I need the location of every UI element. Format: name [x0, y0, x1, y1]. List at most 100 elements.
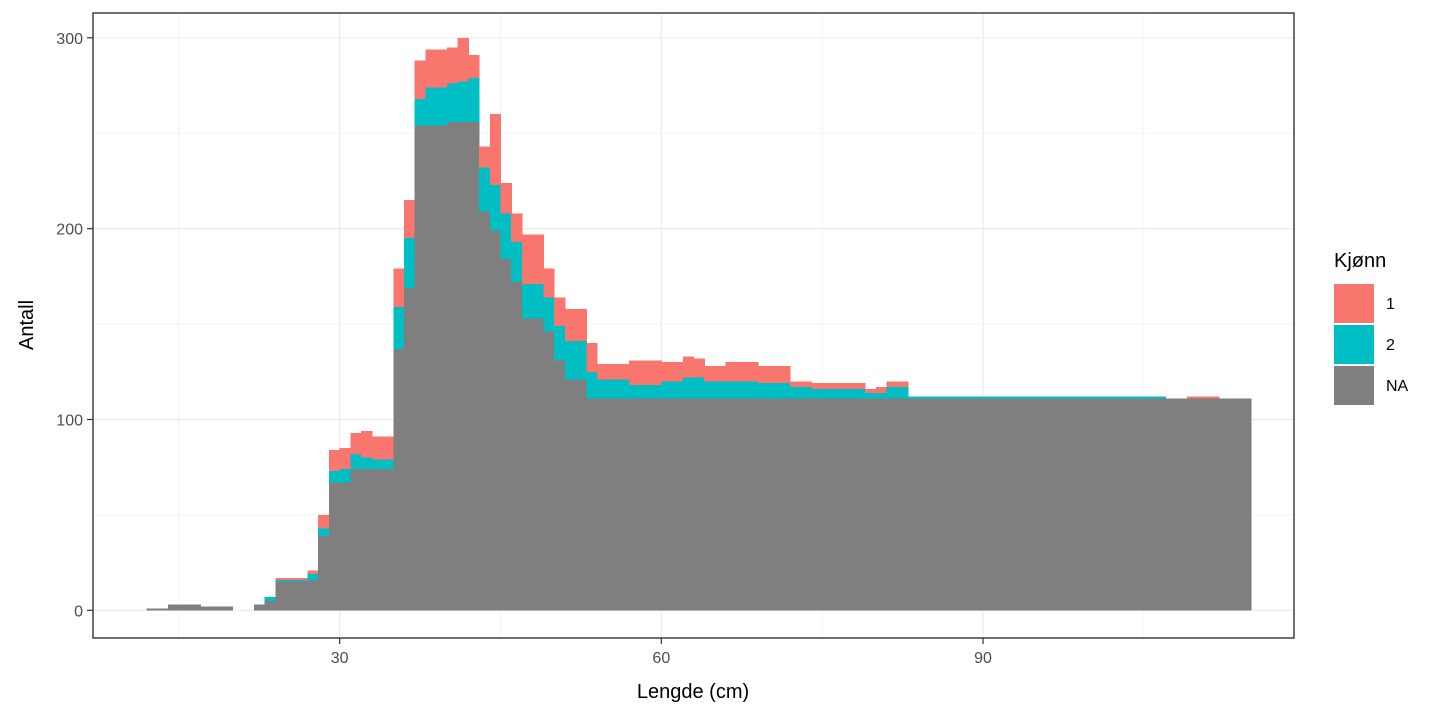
bar-segment-na: [1229, 398, 1241, 611]
bar-segment-na: [596, 398, 609, 611]
bar-segment-na: [661, 398, 673, 611]
bar-segment-2: [940, 396, 952, 399]
bar-segment-na: [940, 398, 952, 611]
bar-segment-2: [629, 385, 641, 399]
bar-segment-1: [286, 577, 298, 580]
bar-segment-1: [511, 213, 523, 243]
bar-segment-1: [629, 360, 641, 386]
bar-segment-1: [875, 387, 888, 393]
bar-segment-na: [1100, 398, 1113, 611]
bar-segment-1: [618, 364, 630, 380]
bar-segment-1: [639, 360, 652, 386]
bar-segment-na: [200, 606, 212, 611]
bar-segment-2: [1100, 396, 1113, 399]
bar-segment-na: [1068, 398, 1081, 611]
bar-segment-na: [672, 398, 684, 611]
bar-segment-1: [479, 146, 491, 168]
bar-segment-2: [983, 396, 995, 399]
bar-segment-na: [865, 398, 877, 611]
bar-segment-na: [725, 398, 737, 611]
bar-segment-2: [425, 87, 437, 126]
bar-segment-1: [886, 381, 898, 388]
legend-label: NA: [1386, 378, 1409, 395]
bar-segment-na: [586, 398, 598, 611]
bar-segment-1: [757, 366, 770, 384]
bar-segment-1: [468, 54, 480, 78]
bar-segment-1: [543, 268, 555, 298]
bar-segment-na: [414, 125, 427, 611]
bar-segment-na: [564, 379, 577, 611]
x-axis-title: Lengde (cm): [637, 681, 749, 703]
legend-key-1: [1334, 284, 1374, 323]
bar-segment-2: [511, 242, 523, 283]
legend-label: 2: [1386, 337, 1395, 354]
bar-segment-2: [1079, 396, 1091, 399]
bar-segment-2: [328, 471, 341, 483]
y-axis-ticks: 0 100 200 300: [56, 31, 93, 620]
bar-segment-na: [854, 398, 866, 611]
x-tick-label: 60: [652, 650, 670, 667]
bar-segment-2: [414, 98, 427, 126]
bar-segment-na: [457, 121, 469, 611]
bar-segment-1: [1197, 396, 1209, 399]
bar-segment-na: [1143, 398, 1156, 611]
bar-segment-na: [907, 398, 920, 611]
bar-segment-2: [339, 469, 351, 483]
bar-segment-2: [371, 459, 384, 470]
bar-segment-na: [275, 581, 287, 611]
bar-segment-2: [639, 385, 652, 399]
bar-segment-2: [543, 297, 555, 332]
bar-segment-2: [661, 381, 673, 399]
bar-segment-1: [457, 37, 469, 82]
bar-segment-na: [318, 535, 330, 611]
bar-segment-na: [790, 398, 802, 611]
bar-segment-2: [907, 396, 920, 399]
bar-segment-na: [747, 398, 759, 611]
bar-segment-na: [339, 482, 351, 611]
bar-segment-1: [328, 450, 341, 472]
bar-segment-na: [886, 398, 898, 611]
bar-segment-1: [554, 297, 566, 326]
bar-segment-na: [983, 398, 995, 611]
bar-segment-2: [607, 379, 620, 399]
bar-segment-na: [296, 581, 309, 611]
bar-segment-2: [725, 381, 737, 399]
bar-segment-na: [1036, 398, 1048, 611]
bar-segment-2: [296, 579, 309, 582]
bar-segment-2: [714, 381, 727, 399]
bar-segment-2: [1090, 396, 1102, 399]
bar-segment-1: [500, 182, 512, 214]
bar-segment-1: [489, 114, 502, 185]
bar-segment-1: [854, 383, 866, 389]
legend-label: 1: [1386, 296, 1395, 313]
bar-segment-na: [704, 398, 716, 611]
bar-segment-1: [779, 366, 791, 384]
bar-segment-na: [897, 398, 909, 611]
bar-segment-na: [714, 398, 727, 611]
bar-segment-na: [446, 121, 459, 611]
bar-segment-na: [650, 398, 662, 611]
bar-segment-na: [436, 125, 448, 611]
bar-segment-1: [403, 200, 416, 239]
bar-segment-na: [1197, 398, 1209, 611]
bar-segment-na: [328, 482, 341, 611]
bar-segment-na: [511, 282, 523, 611]
bar-segment-2: [468, 77, 480, 122]
bar-segment-2: [586, 371, 598, 399]
bar-segment-1: [318, 514, 330, 529]
bar-segment-2: [489, 184, 502, 231]
bar-segment-2: [1143, 396, 1156, 399]
bar-segment-na: [682, 398, 695, 611]
bar-segment-2: [564, 341, 577, 380]
bar-segment-na: [961, 398, 973, 611]
bar-segment-1: [532, 234, 544, 284]
bar-segment-2: [403, 238, 416, 288]
bar-segment-2: [596, 379, 609, 399]
bar-segment-2: [286, 579, 298, 582]
bar-segment-na: [168, 604, 180, 611]
bar-segment-na: [1208, 398, 1220, 611]
bar-segment-2: [822, 388, 834, 399]
bar-segment-na: [1218, 398, 1231, 611]
bar-segment-na: [543, 331, 555, 611]
